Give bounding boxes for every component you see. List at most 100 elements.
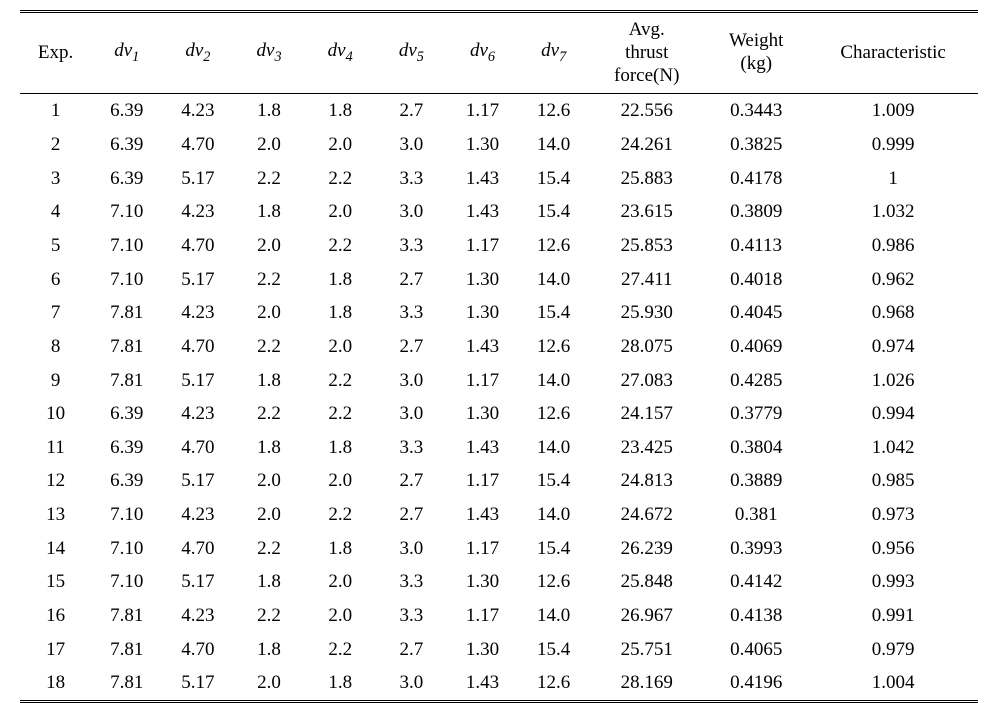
cell-dv1: 7.10 (91, 565, 162, 599)
cell-dv3: 2.2 (233, 263, 304, 297)
cell-dv7: 15.4 (518, 296, 589, 330)
cell-wt: 0.4178 (704, 162, 808, 196)
cell-wt: 0.3809 (704, 195, 808, 229)
table-row: 137.104.232.02.22.71.4314.024.6720.3810.… (20, 498, 978, 532)
cell-exp: 17 (20, 633, 91, 667)
cell-dv7: 15.4 (518, 532, 589, 566)
cell-dv2: 4.70 (162, 330, 233, 364)
cell-exp: 7 (20, 296, 91, 330)
cell-dv3: 2.2 (233, 330, 304, 364)
cell-dv6: 1.17 (447, 94, 518, 128)
cell-exp: 9 (20, 364, 91, 398)
table-row: 16.394.231.81.82.71.1712.622.5560.34431.… (20, 94, 978, 128)
cell-exp: 18 (20, 666, 91, 701)
cell-dv7: 15.4 (518, 162, 589, 196)
cell-wt: 0.4065 (704, 633, 808, 667)
cell-dv7: 12.6 (518, 397, 589, 431)
cell-dv3: 2.2 (233, 599, 304, 633)
cell-dv5: 2.7 (376, 330, 447, 364)
cell-wt: 0.3443 (704, 94, 808, 128)
cell-atf: 25.930 (589, 296, 704, 330)
cell-dv3: 2.2 (233, 397, 304, 431)
cell-char: 0.994 (808, 397, 978, 431)
table-header-row: Exp. dv1 dv2 dv3 dv4 dv5 dv6 dv7 Avg. th… (20, 12, 978, 94)
cell-dv1: 7.10 (91, 498, 162, 532)
cell-atf: 26.967 (589, 599, 704, 633)
cell-dv1: 7.81 (91, 666, 162, 701)
cell-dv6: 1.17 (447, 229, 518, 263)
cell-char: 0.962 (808, 263, 978, 297)
cell-dv1: 7.10 (91, 195, 162, 229)
table-row: 77.814.232.01.83.31.3015.425.9300.40450.… (20, 296, 978, 330)
table-row: 126.395.172.02.02.71.1715.424.8130.38890… (20, 464, 978, 498)
cell-dv6: 1.43 (447, 195, 518, 229)
cell-dv4: 1.8 (305, 666, 376, 701)
cell-atf: 24.672 (589, 498, 704, 532)
cell-exp: 6 (20, 263, 91, 297)
cell-dv5: 3.0 (376, 195, 447, 229)
cell-exp: 15 (20, 565, 91, 599)
cell-wt: 0.3804 (704, 431, 808, 465)
cell-exp: 12 (20, 464, 91, 498)
cell-dv7: 12.6 (518, 330, 589, 364)
cell-atf: 25.751 (589, 633, 704, 667)
cell-dv7: 12.6 (518, 565, 589, 599)
cell-dv3: 2.2 (233, 532, 304, 566)
cell-dv5: 2.7 (376, 633, 447, 667)
cell-dv1: 6.39 (91, 128, 162, 162)
table-row: 67.105.172.21.82.71.3014.027.4110.40180.… (20, 263, 978, 297)
cell-dv6: 1.17 (447, 464, 518, 498)
col-header-characteristic: Characteristic (808, 12, 978, 94)
dv-subscript: 3 (274, 49, 281, 65)
cell-atf: 25.853 (589, 229, 704, 263)
cell-dv3: 1.8 (233, 94, 304, 128)
cell-dv6: 1.43 (447, 498, 518, 532)
cell-dv4: 2.2 (305, 162, 376, 196)
cell-atf: 27.411 (589, 263, 704, 297)
cell-wt: 0.381 (704, 498, 808, 532)
cell-dv5: 3.0 (376, 666, 447, 701)
cell-exp: 3 (20, 162, 91, 196)
cell-dv3: 2.0 (233, 498, 304, 532)
cell-dv6: 1.43 (447, 666, 518, 701)
cell-wt: 0.4142 (704, 565, 808, 599)
col-header-dv6: dv6 (447, 12, 518, 94)
table-row: 106.394.232.22.23.01.3012.624.1570.37790… (20, 397, 978, 431)
cell-dv6: 1.17 (447, 364, 518, 398)
cell-dv5: 3.0 (376, 532, 447, 566)
table-row: 36.395.172.22.23.31.4315.425.8830.41781 (20, 162, 978, 196)
cell-dv7: 14.0 (518, 263, 589, 297)
cell-atf: 23.425 (589, 431, 704, 465)
cell-dv3: 1.8 (233, 565, 304, 599)
cell-dv6: 1.30 (447, 128, 518, 162)
cell-dv4: 2.2 (305, 633, 376, 667)
atf-line1: Avg. (629, 19, 665, 40)
cell-atf: 23.615 (589, 195, 704, 229)
cell-dv6: 1.17 (447, 599, 518, 633)
cell-dv5: 2.7 (376, 464, 447, 498)
cell-char: 0.973 (808, 498, 978, 532)
col-header-exp: Exp. (20, 12, 91, 94)
cell-dv1: 7.10 (91, 263, 162, 297)
cell-dv4: 2.0 (305, 128, 376, 162)
cell-dv5: 3.3 (376, 599, 447, 633)
cell-dv1: 7.81 (91, 364, 162, 398)
cell-exp: 16 (20, 599, 91, 633)
cell-char: 0.979 (808, 633, 978, 667)
cell-dv3: 2.0 (233, 128, 304, 162)
cell-wt: 0.4018 (704, 263, 808, 297)
cell-char: 0.985 (808, 464, 978, 498)
cell-dv2: 5.17 (162, 162, 233, 196)
dv-prefix: dv (185, 40, 203, 61)
cell-char: 1.032 (808, 195, 978, 229)
cell-dv5: 2.7 (376, 263, 447, 297)
cell-atf: 25.883 (589, 162, 704, 196)
cell-dv7: 15.4 (518, 464, 589, 498)
cell-exp: 2 (20, 128, 91, 162)
cell-char: 1.026 (808, 364, 978, 398)
cell-dv3: 2.0 (233, 666, 304, 701)
cell-char: 1 (808, 162, 978, 196)
cell-wt: 0.4069 (704, 330, 808, 364)
cell-char: 0.986 (808, 229, 978, 263)
cell-char: 0.999 (808, 128, 978, 162)
